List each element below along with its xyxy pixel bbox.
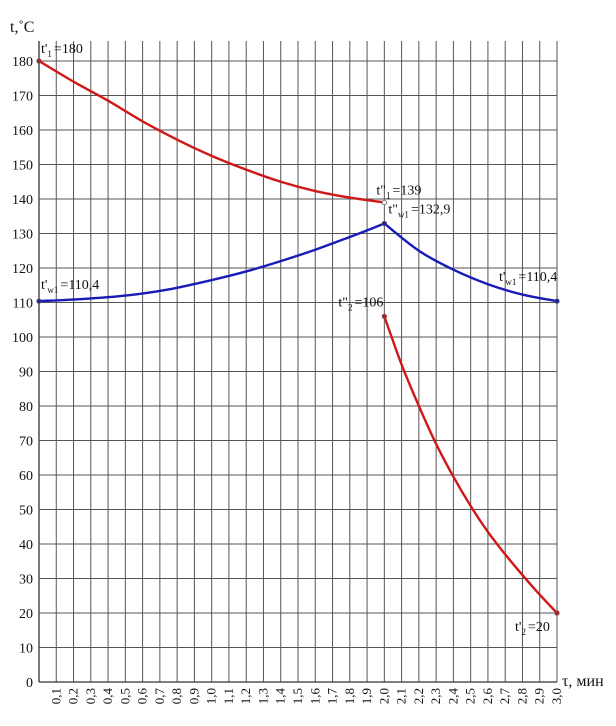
y-tick-label: 80: [19, 400, 33, 415]
y-tick-label: 160: [12, 124, 33, 139]
y-tick-label: 20: [19, 607, 33, 622]
x-tick-label: 2,2: [411, 688, 426, 704]
x-tick-label: 1,4: [273, 688, 288, 705]
tick-labels: 0,1 0,2 0,3 0,4 0,5 0,6 0,7 0,8 0,9 1,0 1,1 1,2 1,3 1…: [12, 55, 564, 704]
annotation-t2-start: t"2 =106: [338, 295, 383, 312]
data-point-marker: [381, 313, 387, 319]
x-tick-label: 1,3: [255, 688, 270, 704]
y-tick-label: 30: [19, 573, 33, 588]
series-lines: [38, 59, 558, 614]
x-tick-label: 1,9: [359, 688, 374, 704]
y-tick-label: 0: [26, 676, 33, 691]
x-tick-label: 3,0: [549, 688, 564, 704]
series-line-tw1-cooling: [383, 222, 558, 303]
data-point-marker: [554, 610, 560, 616]
x-tick-label: 0,7: [152, 688, 167, 705]
annotation-tw1-end: t'w1 =110,4: [499, 270, 557, 287]
x-axis-label: τ, мин: [562, 673, 604, 690]
data-point-marker: [554, 298, 560, 304]
series-line-t2: [383, 315, 558, 614]
annotation-tw1-peak: t"w1 =132,9: [388, 202, 450, 219]
y-tick-label: 70: [19, 435, 33, 450]
x-tick-label: 1,6: [307, 688, 322, 705]
y-tick-label: 140: [12, 193, 33, 208]
annotation-t1-end: t"1 =139: [376, 183, 421, 200]
y-tick-label: 180: [12, 55, 33, 70]
y-axis-label: t,˚C: [10, 19, 34, 36]
data-point-marker: [36, 298, 42, 304]
x-tick-label: 1,8: [342, 688, 357, 704]
grid: [38, 41, 558, 683]
x-tick-label: 2,7: [497, 688, 512, 705]
annotation-t1-start: t'1 =180: [41, 42, 83, 59]
annotation-tw1-start: t'w1 =110,4: [41, 278, 99, 295]
x-tick-label: 2,9: [532, 688, 547, 704]
annotations: t'1 =180 t"1 =139 t'w1 =110,4 t"w1 =132,9 t'w1 =1…: [36, 42, 560, 637]
x-tick-label: 2,8: [514, 688, 529, 704]
x-tick-label: 1,5: [290, 688, 305, 704]
series-line-t1: [38, 59, 385, 204]
x-tick-label: 1,2: [238, 688, 253, 704]
x-tick-label: 0,5: [117, 688, 132, 704]
x-tick-label: 0,6: [135, 688, 150, 705]
y-tick-label: 40: [19, 538, 33, 553]
y-tick-label: 110: [13, 297, 33, 312]
x-tick-label: 1,1: [221, 688, 236, 704]
data-point-marker: [36, 58, 42, 64]
x-tick-label: 0,1: [48, 688, 63, 704]
data-point-marker: [381, 220, 387, 227]
x-tick-label: 2,3: [428, 688, 443, 704]
x-tick-label: 2,1: [394, 688, 409, 704]
x-tick-label: 0,8: [169, 688, 184, 704]
x-tick-label: 0,4: [100, 688, 115, 705]
x-tick-label: 2,6: [480, 688, 495, 705]
y-tick-label: 170: [12, 90, 33, 105]
x-tick-label: 2,4: [445, 688, 460, 705]
data-point-marker: [381, 199, 387, 206]
y-tick-label: 60: [19, 469, 33, 484]
y-tick-label: 100: [12, 331, 33, 346]
x-tick-label: 0,3: [83, 688, 98, 704]
x-tick-label: 2,5: [463, 688, 478, 704]
x-tick-label: 0,2: [66, 688, 81, 704]
annotation-t2-end: t'2 =20: [515, 620, 550, 637]
y-tick-label: 150: [12, 159, 33, 174]
x-tick-label: 1,7: [325, 688, 340, 705]
y-tick-label: 50: [19, 504, 33, 519]
series-line-tw1-heating: [38, 222, 385, 303]
x-tick-label: 2,0: [376, 688, 391, 704]
y-tick-label: 90: [19, 366, 33, 381]
x-tick-label: 0,9: [186, 688, 201, 704]
x-tick-label: 1,0: [204, 688, 219, 704]
y-tick-label: 130: [12, 228, 33, 243]
y-tick-label: 10: [19, 642, 33, 657]
y-tick-label: 120: [12, 262, 33, 277]
